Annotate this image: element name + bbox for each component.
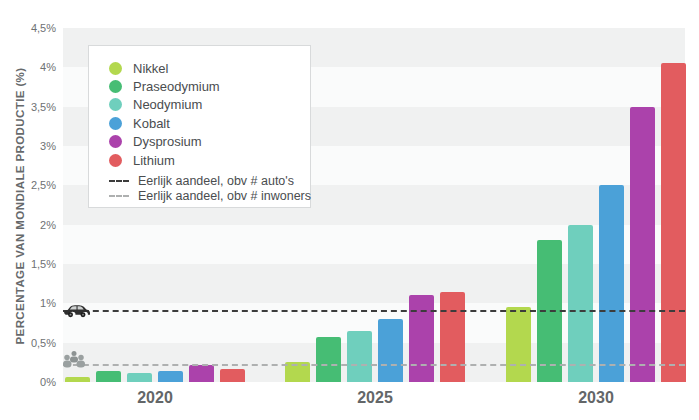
y-tick-label: 1,5% [0, 257, 56, 271]
legend-item-label: Lithium [133, 153, 175, 168]
legend-item-label: Kobalt [133, 116, 170, 131]
x-axis-label-2025: 2025 [335, 389, 415, 407]
legend-item-kobalt[interactable]: Kobalt [109, 114, 302, 132]
x-axis-label-2030: 2030 [556, 389, 636, 407]
y-tick-label: 4,5% [0, 21, 56, 35]
series-color-swatch [109, 62, 122, 75]
legend-refline-cars[interactable]: Eerlijk aandeel, obv # auto's [109, 173, 302, 188]
series-color-swatch [109, 135, 122, 148]
legend-refline-population[interactable]: Eerlijk aandeel, obv # inwoners [109, 188, 302, 203]
bar-neodymium-2020[interactable] [127, 373, 152, 382]
bar-dysprosium-2025[interactable] [409, 295, 434, 382]
legend-item-label: Neodymium [133, 97, 202, 112]
legend-item-lithium[interactable]: Lithium [109, 151, 302, 169]
bar-praseodymium-2025[interactable] [316, 337, 341, 382]
legend-refline-label: Eerlijk aandeel, obv # auto's [138, 174, 294, 188]
legend-item-neodymium[interactable]: Neodymium [109, 96, 302, 114]
car-icon [63, 303, 90, 318]
bar-kobalt-2030[interactable] [599, 185, 624, 382]
legend-item-dysprosium[interactable]: Dysprosium [109, 133, 302, 151]
series-color-swatch [109, 98, 122, 111]
bar-lithium-2020[interactable] [220, 369, 245, 382]
bar-neodymium-2025[interactable] [347, 331, 372, 382]
dashed-line-swatch [109, 180, 129, 182]
legend: Nikkel Praseodymium Neodymium Kobalt Dyspros… [88, 45, 311, 208]
y-tick-label: 0% [0, 375, 56, 389]
dashed-line-swatch [109, 195, 129, 197]
series-color-swatch [109, 117, 122, 130]
legend-item-label: Dysprosium [133, 134, 202, 149]
y-tick-label: 2,5% [0, 178, 56, 192]
bar-praseodymium-2020[interactable] [96, 371, 121, 382]
series-color-swatch [109, 154, 122, 167]
bar-lithium-2030[interactable] [661, 63, 686, 382]
bar-neodymium-2030[interactable] [568, 225, 593, 382]
legend-item-label: Praseodymium [133, 79, 220, 94]
legend-refline-label: Eerlijk aandeel, obv # inwoners [138, 189, 311, 203]
series-color-swatch [109, 80, 122, 93]
bar-lithium-2025[interactable] [440, 292, 465, 382]
bar-kobalt-2025[interactable] [378, 319, 403, 382]
fair-share-cars-line [63, 310, 685, 312]
y-tick-label: 1% [0, 296, 56, 310]
fair-share-population-line [63, 364, 685, 366]
y-tick-label: 3,5% [0, 100, 56, 114]
y-tick-label: 0,5% [0, 336, 56, 350]
bar-dysprosium-2030[interactable] [630, 107, 655, 382]
y-tick-label: 2% [0, 218, 56, 232]
y-tick-label: 4% [0, 60, 56, 74]
legend-item-label: Nikkel [133, 61, 168, 76]
legend-item-praseodymium[interactable]: Praseodymium [109, 77, 302, 95]
bar-nikkel-2020[interactable] [65, 377, 90, 383]
people-icon [62, 350, 86, 370]
bar-dysprosium-2020[interactable] [189, 365, 214, 382]
bar-nikkel-2030[interactable] [506, 307, 531, 382]
bar-kobalt-2020[interactable] [158, 371, 183, 382]
y-tick-label: 3% [0, 139, 56, 153]
legend-item-nikkel[interactable]: Nikkel [109, 59, 302, 77]
x-axis-label-2020: 2020 [115, 389, 195, 407]
metals-production-chart: PERCENTAGE VAN MONDIALE PRODUCTIE (%) [0, 0, 699, 420]
